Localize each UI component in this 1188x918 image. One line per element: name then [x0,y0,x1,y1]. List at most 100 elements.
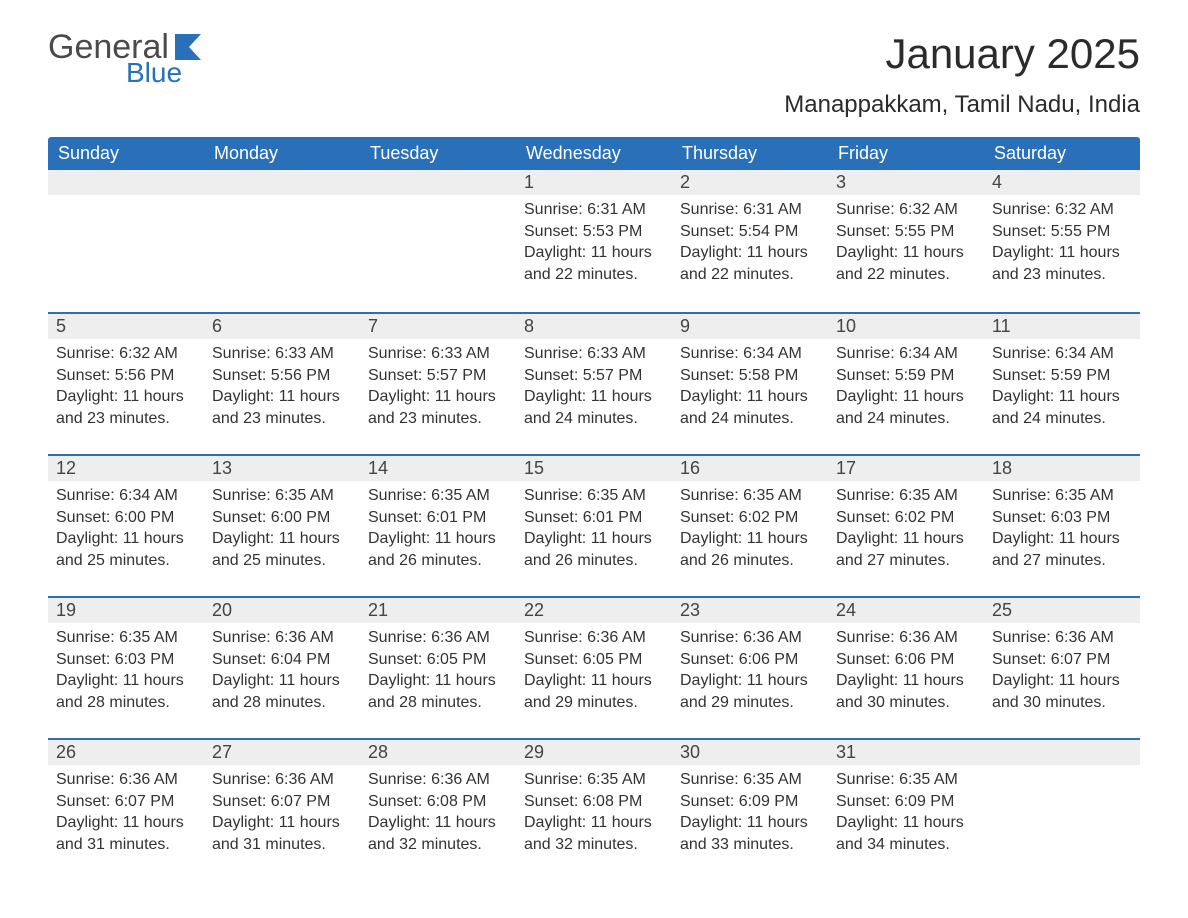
day-day1: Daylight: 11 hours [680,386,820,408]
day-number: 24 [828,596,984,623]
day-sunrise: Sunrise: 6:35 AM [212,485,352,507]
day-day1: Daylight: 11 hours [992,670,1132,692]
day-number: 12 [48,454,204,481]
day-sunset: Sunset: 6:06 PM [836,649,976,671]
day-content: Sunrise: 6:36 AMSunset: 6:05 PMDaylight:… [360,623,516,721]
day-content: Sunrise: 6:32 AMSunset: 5:55 PMDaylight:… [828,195,984,293]
day-day2: and 28 minutes. [56,692,196,714]
day-day2: and 28 minutes. [368,692,508,714]
day-cell: 10Sunrise: 6:34 AMSunset: 5:59 PMDayligh… [828,312,984,454]
day-sunset: Sunset: 5:57 PM [368,365,508,387]
day-day1: Daylight: 11 hours [836,242,976,264]
day-cell: 13 Sunrise: 6:35 AMSunset: 6:00 PMDayligh… [204,454,360,596]
day-content: Sunrise: 6:35 AMSunset: 6:03 PMDaylight:… [984,481,1140,579]
day-cell: 17Sunrise: 6:35 AMSunset: 6:02 PMDayligh… [828,454,984,596]
day-cell: 29Sunrise: 6:35 AMSunset: 6:08 PMDayligh… [516,738,672,880]
col-friday: Friday [828,137,984,170]
day-number: 26 [48,738,204,765]
day-day1: Daylight: 11 hours [212,670,352,692]
day-day2: and 31 minutes. [56,834,196,856]
day-number: 11 [984,312,1140,339]
day-sunrise: Sunrise: 6:35 AM [836,485,976,507]
empty-daynum [984,738,1140,765]
col-wednesday: Wednesday [516,137,672,170]
day-sunset: Sunset: 6:06 PM [680,649,820,671]
day-sunset: Sunset: 5:59 PM [992,365,1132,387]
day-sunrise: Sunrise: 6:31 AM [524,199,664,221]
day-day2: and 26 minutes. [368,550,508,572]
day-sunset: Sunset: 5:55 PM [992,221,1132,243]
day-day2: and 26 minutes. [680,550,820,572]
day-day2: and 25 minutes. [56,550,196,572]
day-day2: and 34 minutes. [836,834,976,856]
day-cell: 15Sunrise: 6:35 AMSunset: 6:01 PMDayligh… [516,454,672,596]
day-day1: Daylight: 11 hours [212,528,352,550]
day-sunset: Sunset: 5:58 PM [680,365,820,387]
day-content: Sunrise: 6:36 AMSunset: 6:06 PMDaylight:… [672,623,828,721]
day-day1: Daylight: 11 hours [524,386,664,408]
day-sunset: Sunset: 6:02 PM [836,507,976,529]
day-content: Sunrise: 6:35 AMSunset: 6:09 PMDaylight:… [672,765,828,863]
day-sunset: Sunset: 6:01 PM [368,507,508,529]
day-sunrise: Sunrise: 6:36 AM [368,627,508,649]
day-day2: and 23 minutes. [56,408,196,430]
day-number: 14 [360,454,516,481]
day-number: 5 [48,312,204,339]
day-content: Sunrise: 6:36 AMSunset: 6:04 PMDaylight:… [204,623,360,721]
day-day1: Daylight: 11 hours [992,528,1132,550]
day-sunset: Sunset: 6:00 PM [212,507,352,529]
day-day2: and 23 minutes. [992,264,1132,286]
day-day2: and 24 minutes. [680,408,820,430]
day-day1: Daylight: 11 hours [992,386,1132,408]
day-cell: 14Sunrise: 6:35 AMSunset: 6:01 PMDayligh… [360,454,516,596]
day-sunset: Sunset: 5:56 PM [56,365,196,387]
day-sunset: Sunset: 6:08 PM [368,791,508,813]
day-content: Sunrise: 6:36 AMSunset: 6:07 PMDaylight:… [984,623,1140,721]
day-sunrise: Sunrise: 6:36 AM [524,627,664,649]
day-cell: 8Sunrise: 6:33 AMSunset: 5:57 PMDaylight… [516,312,672,454]
col-saturday: Saturday [984,137,1140,170]
day-day1: Daylight: 11 hours [524,242,664,264]
day-sunset: Sunset: 6:03 PM [992,507,1132,529]
day-number: 9 [672,312,828,339]
day-day1: Daylight: 11 hours [212,386,352,408]
day-number: 13 [204,454,360,481]
day-day2: and 24 minutes. [836,408,976,430]
empty-daynum [48,170,204,195]
day-day1: Daylight: 11 hours [992,242,1132,264]
day-sunset: Sunset: 6:03 PM [56,649,196,671]
day-cell: 3Sunrise: 6:32 AMSunset: 5:55 PMDaylight… [828,170,984,312]
day-cell [360,170,516,312]
day-day1: Daylight: 11 hours [524,812,664,834]
day-day2: and 22 minutes. [680,264,820,286]
empty-daynum [360,170,516,195]
day-sunset: Sunset: 6:07 PM [992,649,1132,671]
day-number: 6 [204,312,360,339]
day-number: 30 [672,738,828,765]
day-day2: and 24 minutes. [524,408,664,430]
day-cell: 6Sunrise: 6:33 AMSunset: 5:56 PMDaylight… [204,312,360,454]
day-sunset: Sunset: 6:02 PM [680,507,820,529]
day-cell: 23Sunrise: 6:36 AMSunset: 6:06 PMDayligh… [672,596,828,738]
day-content: Sunrise: 6:36 AMSunset: 6:05 PMDaylight:… [516,623,672,721]
day-sunset: Sunset: 6:04 PM [212,649,352,671]
day-sunrise: Sunrise: 6:36 AM [836,627,976,649]
day-cell: 25Sunrise: 6:36 AMSunset: 6:07 PMDayligh… [984,596,1140,738]
day-sunrise: Sunrise: 6:35 AM [524,769,664,791]
day-number: 22 [516,596,672,623]
day-day1: Daylight: 11 hours [524,528,664,550]
day-sunrise: Sunrise: 6:32 AM [836,199,976,221]
day-cell: 26Sunrise: 6:36 AMSunset: 6:07 PMDayligh… [48,738,204,880]
day-day2: and 27 minutes. [836,550,976,572]
day-day1: Daylight: 11 hours [524,670,664,692]
day-sunrise: Sunrise: 6:35 AM [368,485,508,507]
day-content: Sunrise: 6:36 AMSunset: 6:07 PMDaylight:… [48,765,204,863]
day-number: 19 [48,596,204,623]
day-day2: and 29 minutes. [680,692,820,714]
location-subtitle: Manappakkam, Tamil Nadu, India [48,91,1140,119]
col-sunday: Sunday [48,137,204,170]
day-sunrise: Sunrise: 6:35 AM [56,627,196,649]
day-content: Sunrise: 6:31 AMSunset: 5:54 PMDaylight:… [672,195,828,293]
day-sunrise: Sunrise: 6:33 AM [524,343,664,365]
day-day1: Daylight: 11 hours [368,386,508,408]
